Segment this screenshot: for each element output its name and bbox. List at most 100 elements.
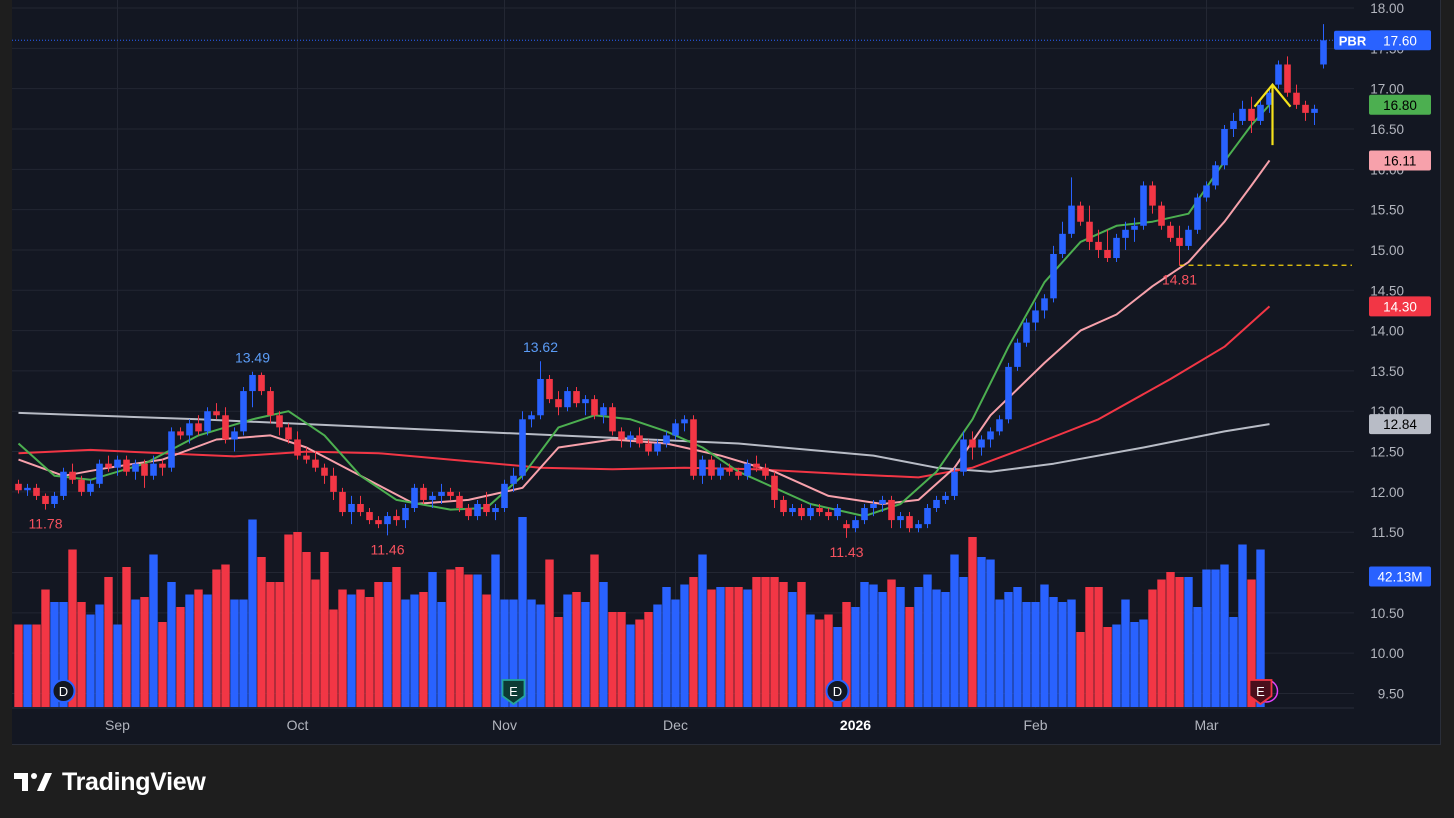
candle-body[interactable] bbox=[276, 415, 283, 428]
candle-body[interactable] bbox=[150, 463, 157, 476]
candle-body[interactable] bbox=[1230, 120, 1237, 129]
candle-body[interactable] bbox=[636, 435, 643, 444]
candle-body[interactable] bbox=[474, 503, 481, 517]
candle-body[interactable] bbox=[1266, 92, 1273, 105]
candle-body[interactable] bbox=[933, 499, 940, 509]
earnings-marker-icon[interactable] bbox=[501, 679, 526, 706]
candle-body[interactable] bbox=[807, 508, 814, 517]
candle-body[interactable] bbox=[42, 495, 49, 504]
candlesticks[interactable] bbox=[15, 24, 1327, 538]
candle-body[interactable] bbox=[1050, 253, 1057, 299]
candle-body[interactable] bbox=[1248, 108, 1255, 121]
candle-body[interactable] bbox=[528, 415, 535, 420]
candle-body[interactable] bbox=[1194, 197, 1201, 230]
candle-body[interactable] bbox=[969, 439, 976, 448]
candle-body[interactable] bbox=[33, 487, 40, 496]
candle-body[interactable] bbox=[1293, 92, 1300, 105]
candle-body[interactable] bbox=[123, 459, 130, 472]
candle-body[interactable] bbox=[483, 503, 490, 513]
candle-body[interactable] bbox=[303, 455, 310, 460]
candle-body[interactable] bbox=[1068, 205, 1075, 234]
candle-body[interactable] bbox=[447, 491, 454, 496]
candle-body[interactable] bbox=[87, 483, 94, 492]
candle-body[interactable] bbox=[861, 508, 868, 521]
candle-body[interactable] bbox=[780, 499, 787, 513]
candle-body[interactable] bbox=[726, 467, 733, 472]
candle-body[interactable] bbox=[1122, 229, 1129, 238]
candle-body[interactable] bbox=[51, 495, 58, 504]
tradingview-logo[interactable]: TradingView bbox=[14, 762, 206, 802]
candle-body[interactable] bbox=[627, 435, 634, 440]
candle-body[interactable] bbox=[1212, 165, 1219, 186]
candle-body[interactable] bbox=[231, 431, 238, 440]
candle-body[interactable] bbox=[375, 520, 382, 525]
candle-body[interactable] bbox=[906, 516, 913, 529]
candle-body[interactable] bbox=[141, 463, 148, 476]
candle-body[interactable] bbox=[465, 508, 472, 517]
candle-body[interactable] bbox=[1059, 233, 1066, 254]
candle-body[interactable] bbox=[897, 516, 904, 521]
candle-body[interactable] bbox=[267, 391, 274, 416]
candle-body[interactable] bbox=[393, 516, 400, 521]
candle-body[interactable] bbox=[924, 508, 931, 525]
candle-body[interactable] bbox=[1167, 225, 1174, 238]
candle-body[interactable] bbox=[987, 431, 994, 440]
candle-body[interactable] bbox=[1203, 185, 1210, 198]
candle-body[interactable] bbox=[1086, 221, 1093, 242]
candle-body[interactable] bbox=[204, 411, 211, 432]
candle-body[interactable] bbox=[1104, 249, 1111, 259]
candle-body[interactable] bbox=[1131, 225, 1138, 230]
candle-body[interactable] bbox=[744, 463, 751, 476]
candle-body[interactable] bbox=[1185, 229, 1192, 246]
candle-body[interactable] bbox=[24, 487, 31, 491]
candle-body[interactable] bbox=[1149, 185, 1156, 206]
candle-body[interactable] bbox=[1302, 104, 1309, 113]
candle-body[interactable] bbox=[1158, 205, 1165, 226]
candle-body[interactable] bbox=[681, 419, 688, 424]
candle-body[interactable] bbox=[816, 508, 823, 513]
candle-body[interactable] bbox=[1140, 185, 1147, 226]
candle-body[interactable] bbox=[177, 431, 184, 436]
candle-body[interactable] bbox=[330, 475, 337, 492]
candle-body[interactable] bbox=[312, 459, 319, 468]
candle-body[interactable] bbox=[537, 378, 544, 416]
candle-body[interactable] bbox=[1005, 366, 1012, 420]
candle-body[interactable] bbox=[249, 374, 256, 392]
candle-body[interactable] bbox=[564, 391, 571, 408]
candle-body[interactable] bbox=[285, 427, 292, 440]
candle-body[interactable] bbox=[240, 391, 247, 432]
candle-body[interactable] bbox=[348, 503, 355, 513]
symbol-badge[interactable] bbox=[1334, 30, 1371, 50]
candle-body[interactable] bbox=[753, 463, 760, 468]
candle-body[interactable] bbox=[573, 391, 580, 404]
price-chart[interactable]: 13.49 13.62 11.78 11.46 11.43 14.81 D E D E 9.50… bbox=[12, 0, 1440, 744]
candle-body[interactable] bbox=[546, 378, 553, 400]
candle-body[interactable] bbox=[60, 471, 67, 496]
candle-body[interactable] bbox=[69, 471, 76, 480]
candle-body[interactable] bbox=[411, 487, 418, 509]
candle-body[interactable] bbox=[105, 463, 112, 468]
candle-body[interactable] bbox=[879, 499, 886, 504]
candle-body[interactable] bbox=[600, 407, 607, 416]
candle-body[interactable] bbox=[195, 423, 202, 432]
candle-body[interactable] bbox=[870, 503, 877, 509]
candle-body[interactable] bbox=[654, 443, 661, 452]
candle-body[interactable] bbox=[1221, 128, 1228, 166]
candle-body[interactable] bbox=[825, 512, 832, 517]
candle-body[interactable] bbox=[510, 475, 517, 484]
candle-body[interactable] bbox=[159, 463, 166, 468]
candle-body[interactable] bbox=[294, 439, 301, 456]
candle-body[interactable] bbox=[843, 524, 850, 529]
dividend-marker-icon[interactable] bbox=[51, 679, 76, 703]
candle-body[interactable] bbox=[1095, 241, 1102, 250]
candle-body[interactable] bbox=[978, 439, 985, 448]
candle-body[interactable] bbox=[132, 463, 139, 472]
candle-body[interactable] bbox=[321, 467, 328, 476]
candle-body[interactable] bbox=[96, 463, 103, 484]
candle-body[interactable] bbox=[1257, 104, 1264, 121]
candle-body[interactable] bbox=[735, 471, 742, 476]
candle-body[interactable] bbox=[798, 508, 805, 517]
candle-body[interactable] bbox=[456, 495, 463, 509]
candle-body[interactable] bbox=[1023, 322, 1030, 343]
candle-body[interactable] bbox=[708, 459, 715, 476]
